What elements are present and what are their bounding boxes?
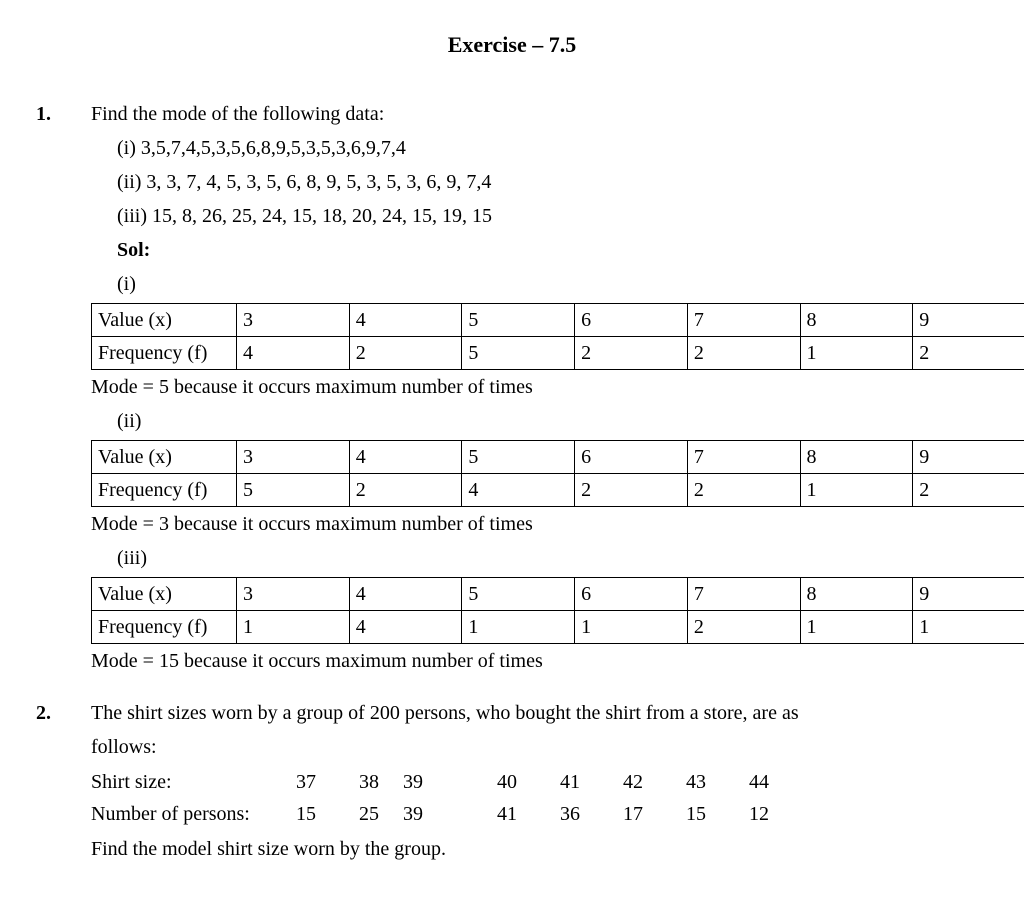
freq-table-ii: Value (x) 3 4 5 6 7 8 9 Frequency (f) 5 … — [91, 440, 1024, 507]
cell: 17 — [623, 798, 686, 830]
cell: 2 — [913, 337, 1024, 370]
cell: 15 — [686, 798, 749, 830]
question-body: Find the mode of the following data: (i)… — [91, 99, 1024, 680]
q1-prompt: Find the mode of the following data: — [91, 99, 1024, 129]
table-row: Value (x) 3 4 5 6 7 8 9 — [92, 578, 1024, 611]
exercise-title: Exercise – 7.5 — [18, 28, 1006, 61]
roman-ii: (ii) — [91, 406, 1024, 436]
cell: 41 — [560, 766, 623, 798]
freq-table-i: Value (x) 3 4 5 6 7 8 9 Frequency (f) 4 … — [91, 303, 1024, 370]
cell: 2 — [349, 337, 462, 370]
cell: 2 — [687, 611, 800, 644]
question-number: 2. — [18, 698, 91, 868]
cell: 44 — [749, 766, 812, 798]
cell: 1 — [575, 611, 688, 644]
cell: 4 — [349, 611, 462, 644]
cell: 9 — [913, 578, 1024, 611]
roman-iii: (iii) — [91, 543, 1024, 573]
cell: 37 — [296, 766, 359, 798]
cell: 7 — [687, 578, 800, 611]
cell: 2 — [913, 474, 1024, 507]
freq-table-iii: Value (x) 3 4 5 6 7 8 9 Frequency (f) 1 … — [91, 577, 1024, 644]
roman-i: (i) — [91, 269, 1024, 299]
cell: 7 — [687, 304, 800, 337]
q2-prompt-line1: The shirt sizes worn by a group of 200 p… — [91, 698, 996, 728]
shirt-table: Shirt size: 37 38 39 40 41 42 43 44 Numb… — [91, 766, 812, 830]
value-label: Value (x) — [92, 441, 237, 474]
cell: 4 — [349, 441, 462, 474]
table-row: Value (x) 3 4 5 6 7 8 9 — [92, 304, 1024, 337]
cell: 5 — [237, 474, 350, 507]
cell: 5 — [462, 304, 575, 337]
cell: 6 — [575, 304, 688, 337]
cell: 2 — [349, 474, 462, 507]
cell: 41 — [497, 798, 560, 830]
cell: 2 — [575, 474, 688, 507]
question-1: 1. Find the mode of the following data: … — [18, 99, 1006, 680]
cell: 42 — [623, 766, 686, 798]
question-body: The shirt sizes worn by a group of 200 p… — [91, 698, 1006, 868]
cell: 15 — [296, 798, 359, 830]
cell: 39 — [403, 766, 497, 798]
cell: 43 — [686, 766, 749, 798]
cell: 1 — [913, 611, 1024, 644]
cell: 7 — [687, 441, 800, 474]
table-row: Frequency (f) 4 2 5 2 2 1 2 — [92, 337, 1024, 370]
cell: 3 — [237, 441, 350, 474]
cell: 8 — [800, 578, 913, 611]
cell: 5 — [462, 337, 575, 370]
freq-label: Frequency (f) — [92, 337, 237, 370]
solution-label: Sol: — [91, 235, 1024, 265]
q1-sub-iii: (iii) 15, 8, 26, 25, 24, 15, 18, 20, 24,… — [91, 201, 1024, 231]
cell: 1 — [800, 337, 913, 370]
table-row: Value (x) 3 4 5 6 7 8 9 — [92, 441, 1024, 474]
cell: 8 — [800, 304, 913, 337]
cell: 4 — [237, 337, 350, 370]
cell: 39 — [403, 798, 497, 830]
cell: 1 — [237, 611, 350, 644]
persons-label: Number of persons: — [91, 798, 296, 830]
mode-text-i: Mode = 5 because it occurs maximum numbe… — [91, 372, 1024, 402]
table-row: Frequency (f) 5 2 4 2 2 1 2 — [92, 474, 1024, 507]
cell: 25 — [359, 798, 403, 830]
shirt-size-label: Shirt size: — [91, 766, 296, 798]
freq-label: Frequency (f) — [92, 611, 237, 644]
table-row: Frequency (f) 1 4 1 1 2 1 1 — [92, 611, 1024, 644]
cell: 4 — [462, 474, 575, 507]
cell: 1 — [462, 611, 575, 644]
cell: 2 — [687, 474, 800, 507]
cell: 12 — [749, 798, 812, 830]
q1-sub-i: (i) 3,5,7,4,5,3,5,6,8,9,5,3,5,3,6,9,7,4 — [91, 133, 1024, 163]
table-row: Number of persons: 15 25 39 41 36 17 15 … — [91, 798, 812, 830]
table-row: Shirt size: 37 38 39 40 41 42 43 44 — [91, 766, 812, 798]
cell: 9 — [913, 304, 1024, 337]
cell: 5 — [462, 578, 575, 611]
freq-label: Frequency (f) — [92, 474, 237, 507]
cell: 40 — [497, 766, 560, 798]
cell: 3 — [237, 578, 350, 611]
mode-text-ii: Mode = 3 because it occurs maximum numbe… — [91, 509, 1024, 539]
mode-text-iii: Mode = 15 because it occurs maximum numb… — [91, 646, 1024, 676]
cell: 8 — [800, 441, 913, 474]
cell: 4 — [349, 578, 462, 611]
cell: 1 — [800, 474, 913, 507]
cell: 5 — [462, 441, 575, 474]
cell: 38 — [359, 766, 403, 798]
q2-prompt-line2: follows: — [91, 732, 996, 762]
q1-sub-ii: (ii) 3, 3, 7, 4, 5, 3, 5, 6, 8, 9, 5, 3,… — [91, 167, 1024, 197]
value-label: Value (x) — [92, 578, 237, 611]
value-label: Value (x) — [92, 304, 237, 337]
question-2: 2. The shirt sizes worn by a group of 20… — [18, 698, 1006, 868]
cell: 4 — [349, 304, 462, 337]
cell: 36 — [560, 798, 623, 830]
question-number: 1. — [18, 99, 91, 680]
cell: 6 — [575, 441, 688, 474]
q2-find: Find the model shirt size worn by the gr… — [91, 834, 996, 864]
cell: 3 — [237, 304, 350, 337]
cell: 2 — [687, 337, 800, 370]
cell: 6 — [575, 578, 688, 611]
cell: 1 — [800, 611, 913, 644]
cell: 9 — [913, 441, 1024, 474]
cell: 2 — [575, 337, 688, 370]
